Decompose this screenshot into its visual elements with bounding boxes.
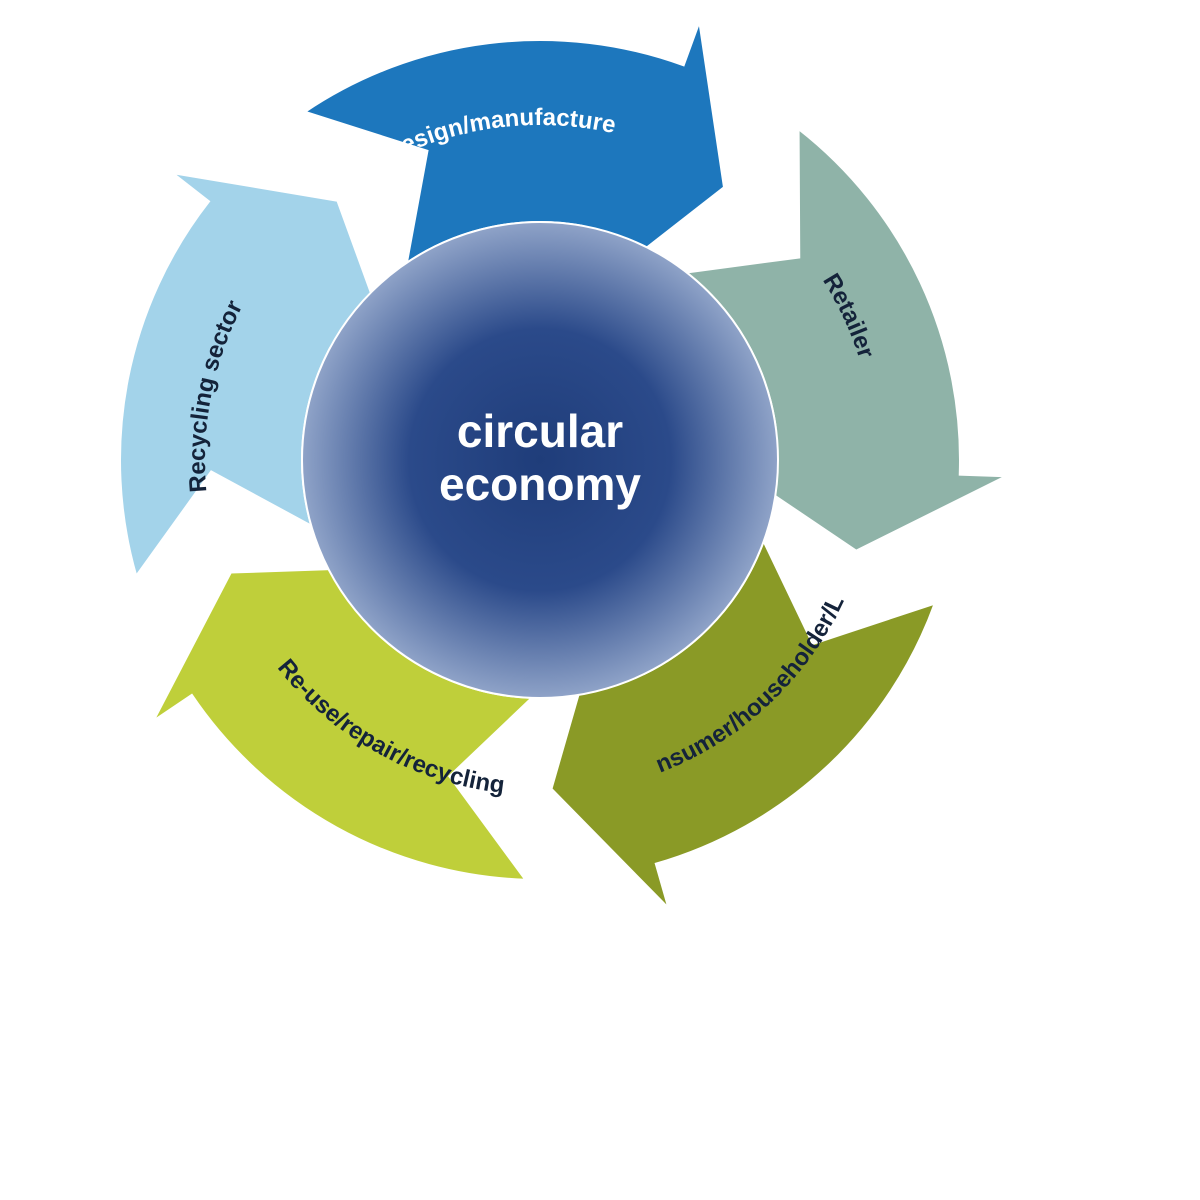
diagram-svg: Design/manufactureRetailerConsumer/house…	[0, 0, 1200, 1200]
center-circle	[302, 222, 778, 698]
circular-economy-diagram: Design/manufactureRetailerConsumer/house…	[0, 0, 1200, 1200]
